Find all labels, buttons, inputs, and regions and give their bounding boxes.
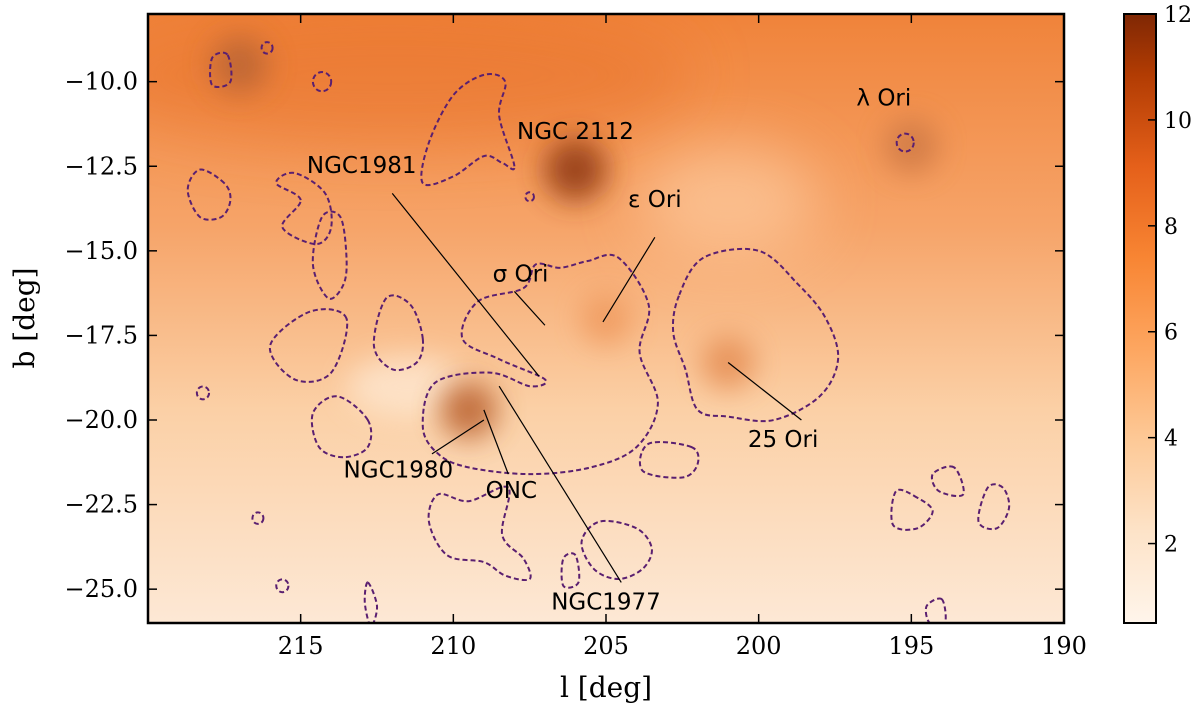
- annotation-label: NGC 2112: [517, 119, 634, 145]
- y-tick-label: −20.0: [64, 406, 138, 434]
- colorbar-gradient: [1123, 13, 1157, 624]
- contour-line: [275, 578, 290, 594]
- x-tick-label: 200: [736, 632, 782, 660]
- contour-line: [209, 51, 233, 89]
- y-axis: −10.0 −12.5 −15.0 −17.5 −20.0 −22.5 −25.0: [64, 68, 1064, 603]
- annotation-label: NGC1977: [551, 589, 661, 615]
- contour-line: [372, 294, 425, 372]
- contour-line: [269, 308, 349, 383]
- x-tick-label: 190: [1041, 632, 1087, 660]
- contour-line: [580, 519, 653, 581]
- heatmap-band: [347, 356, 468, 417]
- annotation-leader-line: [431, 419, 485, 455]
- contour-line: [186, 168, 232, 221]
- contour-line: [311, 71, 333, 93]
- heatmap-peak: [701, 336, 755, 389]
- contour-line: [924, 597, 947, 623]
- annotation-label: NGC1980: [344, 458, 454, 484]
- colorbar-tick-label: 10: [1164, 109, 1192, 134]
- annotation-layer: NGC 2112 λ Ori NGC1981 ε Ori σ Ori NGC1980 ONC…: [307, 85, 911, 615]
- contour-line: [427, 485, 532, 582]
- contour-line: [930, 465, 965, 498]
- y-tick-label: −17.5: [64, 321, 138, 349]
- heatmap-peak: [210, 35, 269, 94]
- contour-line: [895, 132, 915, 153]
- contour-line: [275, 171, 333, 246]
- x-tick-label: 210: [430, 632, 476, 660]
- heatmap-image: [148, 14, 1064, 623]
- annotation-leader-line: [513, 291, 546, 326]
- y-tick-label: −10.0: [64, 68, 138, 96]
- annotation-leader-line: [602, 236, 656, 323]
- y-axis-title: b [deg]: [8, 267, 41, 368]
- colorbar-tick-label: 12: [1164, 3, 1192, 28]
- contour-line: [671, 247, 840, 423]
- annotation-label: ε Ori: [628, 187, 682, 213]
- heatmap-peak: [544, 138, 607, 201]
- contour-line: [251, 511, 265, 525]
- annotation-leader-line: [483, 409, 509, 475]
- contour-line: [524, 191, 535, 203]
- heatmap-peak: [439, 381, 498, 439]
- contour-line: [977, 483, 1011, 531]
- annotation-label: NGC1981: [307, 153, 417, 179]
- annotation-label: σ Ori: [493, 261, 549, 287]
- heatmap-band: [148, 14, 693, 145]
- contour-line: [260, 41, 274, 55]
- y-tick-label: −25.0: [64, 575, 138, 603]
- contour-line: [420, 73, 516, 187]
- heatmap-peak: [883, 118, 939, 174]
- y-tick-label: −22.5: [64, 491, 138, 519]
- x-axis: 215 210 205 200 195 190: [278, 14, 1087, 660]
- x-axis-title: l [deg]: [560, 671, 652, 704]
- contour-line: [363, 581, 379, 623]
- contour-line: [421, 253, 659, 476]
- x-tick-label: 195: [888, 632, 934, 660]
- heatmap-peak: [580, 292, 632, 345]
- annotation-leader-line: [391, 192, 540, 377]
- contour-layer: [186, 41, 1011, 623]
- x-tick-label: 215: [278, 632, 324, 660]
- annotation-label: 25 Ori: [748, 427, 819, 453]
- heatmap-blobs: [148, 14, 939, 439]
- y-tick-label: −12.5: [64, 152, 138, 180]
- colorbar: 2 4 6 8 10 12: [1123, 3, 1192, 624]
- x-tick-label: 205: [583, 632, 629, 660]
- colorbar-tick-label: 6: [1164, 321, 1178, 346]
- annotation-label: λ Ori: [856, 85, 911, 111]
- annotation-leader-line: [498, 385, 622, 583]
- contour-line: [560, 552, 581, 589]
- contour-line: [638, 441, 700, 479]
- y-tick-label: −15.0: [64, 237, 138, 265]
- heatmap-band: [638, 145, 819, 256]
- colorbar-tick-label: 4: [1164, 427, 1178, 452]
- colorbar-tick-label: 8: [1164, 215, 1178, 240]
- colorbar-tick-label: 2: [1164, 533, 1178, 558]
- contour-line: [195, 385, 211, 401]
- contour-line: [311, 210, 348, 300]
- annotation-leader-line: [727, 362, 802, 421]
- annotation-label: ONC: [486, 478, 537, 504]
- contour-line: [310, 395, 373, 459]
- colorbar-ticks: 2 4 6 8 10 12: [1148, 3, 1192, 558]
